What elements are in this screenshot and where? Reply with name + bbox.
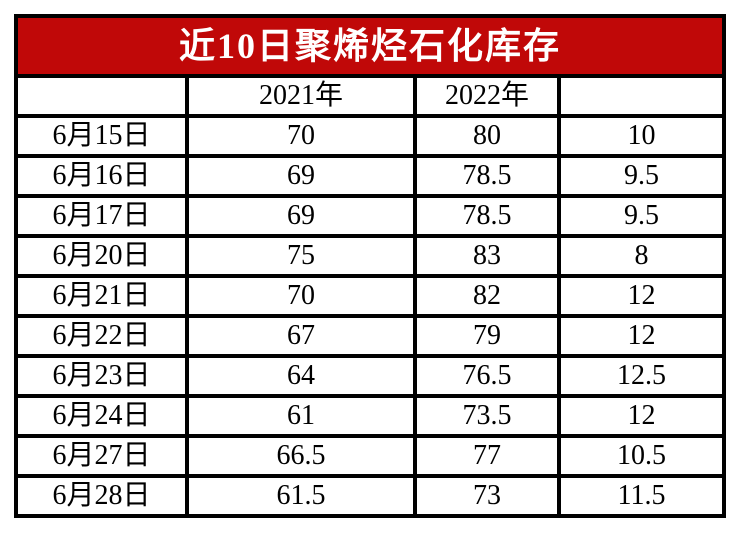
cell-2021: 70 [185,274,417,318]
cell-date: 6月21日 [14,274,189,318]
table-row: 6月27日 66.5 77 10.5 [14,434,727,478]
cell-2021: 61.5 [185,474,417,518]
col-header-2022: 2022年 [413,74,561,118]
cell-2021: 70 [185,114,417,158]
cell-2022: 77 [413,434,561,478]
col-header-date [14,74,189,118]
table-row: 6月28日 61.5 73 11.5 [14,474,727,518]
cell-2022: 78.5 [413,154,561,198]
cell-2022: 76.5 [413,354,561,398]
cell-diff: 12 [556,394,727,438]
cell-diff: 10 [556,114,727,158]
cell-2021: 67 [185,314,417,358]
cell-date: 6月28日 [14,474,189,518]
cell-2022: 82 [413,274,561,318]
cell-diff: 11.5 [556,474,727,518]
table-row: 6月22日 67 79 12 [14,314,727,358]
cell-2021: 64 [185,354,417,398]
cell-diff: 12.5 [556,354,727,398]
table-row: 6月20日 75 83 8 [14,234,727,278]
cell-2021: 75 [185,234,417,278]
table-row: 6月24日 61 73.5 12 [14,394,727,438]
table-row: 6月17日 69 78.5 9.5 [14,194,727,238]
cell-diff: 9.5 [556,154,727,198]
cell-2022: 80 [413,114,561,158]
cell-2022: 79 [413,314,561,358]
cell-2021: 61 [185,394,417,438]
cell-diff: 8 [556,234,727,278]
cell-date: 6月22日 [14,314,189,358]
cell-2021: 69 [185,194,417,238]
title-row: 近10日聚烯烃石化库存 [13,14,727,78]
inventory-table: 近10日聚烯烃石化库存 2021年 2022年 6月15日 70 80 10 6… [13,14,727,518]
table-row: 6月23日 64 76.5 12.5 [14,354,727,398]
cell-2022: 83 [413,234,561,278]
cell-diff: 12 [556,314,727,358]
header-row: 2021年 2022年 [14,74,727,118]
cell-date: 6月16日 [14,154,189,198]
cell-2021: 66.5 [185,434,417,478]
cell-date: 6月20日 [14,234,189,278]
cell-diff: 9.5 [556,194,727,238]
cell-date: 6月24日 [14,394,189,438]
cell-diff: 10.5 [556,434,727,478]
cell-2022: 73.5 [413,394,561,438]
cell-date: 6月15日 [14,114,189,158]
cell-2021: 69 [185,154,417,198]
cell-date: 6月23日 [14,354,189,398]
table-row: 6月21日 70 82 12 [14,274,727,318]
table-row: 6月16日 69 78.5 9.5 [14,154,727,198]
col-header-diff [556,74,727,118]
cell-date: 6月27日 [14,434,189,478]
cell-diff: 12 [556,274,727,318]
cell-date: 6月17日 [14,194,189,238]
cell-2022: 78.5 [413,194,561,238]
table-title: 近10日聚烯烃石化库存 [13,14,727,78]
col-header-2021: 2021年 [185,74,417,118]
cell-2022: 73 [413,474,561,518]
table-row: 6月15日 70 80 10 [14,114,727,158]
